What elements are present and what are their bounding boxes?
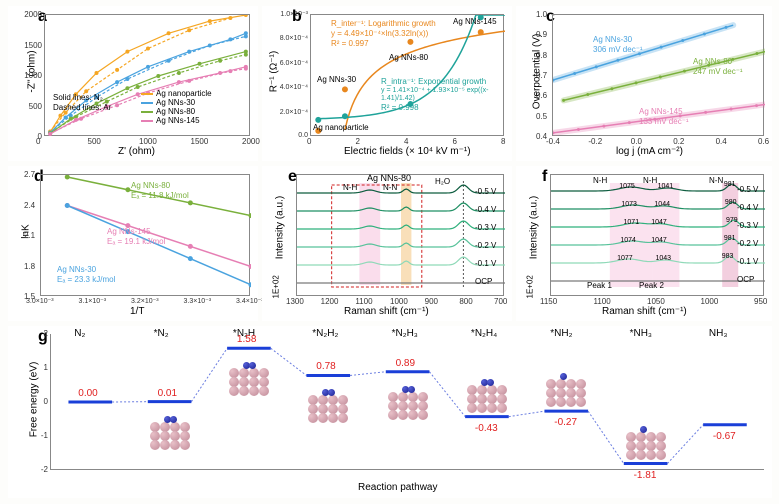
panel-b-pt-145: Ag NNs-145 <box>453 17 497 27</box>
panel-a-plot: Solid lines: N₂ Dashed lines: Ar Ag nano… <box>44 14 250 136</box>
panel-b-orange-eq: y = 4.49×10⁻⁴×ln(3.32ln(x)) <box>331 29 428 39</box>
panel-e-nn: N-N <box>383 183 397 193</box>
panel-b-pt-80: Ag NNs-80 <box>389 53 428 63</box>
panel-d: d Ag NNs-80 Eₐ = 11.8 kJ/mol Ag NNs-145 … <box>8 166 258 321</box>
panel-d-xlabel: 1/T <box>130 306 144 317</box>
panel-e-xlabel: Raman shift (cm⁻¹) <box>344 306 429 317</box>
panel-g: g N₂*N₂*N₂H*N₂H₂*N₂H₃*N₂H₄*NH₂*NH₃NH₃ 0.… <box>8 326 772 498</box>
d-line3-ea: Eₐ = 23.3 kJ/mol <box>57 275 115 285</box>
legend-ag-np: Ag nanoparticle <box>141 89 251 98</box>
panel-f-b1: N-H <box>593 176 607 186</box>
panel-b-xlabel: Electric fields (× 10⁴ kV m⁻¹) <box>344 146 471 157</box>
panel-f-xlabel: Raman shift (cm⁻¹) <box>602 306 687 317</box>
panel-g-plot: N₂*N₂*N₂H*N₂H₂*N₂H₃*N₂H₄*NH₂*NH₃NH₃ 0.00… <box>50 334 764 470</box>
panel-e-ylabel2: 1E+02 <box>272 259 281 299</box>
panel-f-plot: N-H N-H N-N Peak 1 Peak 2 -0.5 V-0.4 V-0… <box>550 174 764 296</box>
d-line1-ea: Eₐ = 11.8 kJ/mol <box>131 191 189 201</box>
panel-f-p1: Peak 1 <box>587 281 612 291</box>
panel-e: e Ag NNs-80 N-H N-N H₂O -0.5 V-0.4 V-0.3… <box>262 166 512 321</box>
panel-f: f N-H N-H N-N Peak 1 Peak 2 -0.5 V-0.4 V… <box>516 166 772 321</box>
panel-f-p2: Peak 2 <box>639 281 664 291</box>
panel-f-b3: N-N <box>709 176 723 186</box>
panel-d-plot: Ag NNs-80 Eₐ = 11.8 kJ/mol Ag NNs-145 Eₐ… <box>40 174 250 296</box>
d-line2-ea: Eₐ = 19.1 kJ/mol <box>107 237 165 247</box>
panel-g-xlabel: Reaction pathway <box>358 482 438 493</box>
panel-e-nh: N-H <box>343 183 357 193</box>
panel-b-teal-r2: R² = 0.998 <box>381 103 419 113</box>
panel-c-plot: Ag NNs-30 306 mV dec⁻¹ Ag NNs-80 247 mV … <box>552 14 764 136</box>
panel-b-pt-np: Ag nanoparticle <box>313 123 369 133</box>
panel-a-xlabel: Z' (ohm) <box>118 146 155 157</box>
panel-b-teal-eq: y = 1.41×10⁻⁴ + 1.93×10⁻⁵ exp((x-1.41)/1… <box>381 87 503 104</box>
c-line1-label: Ag NNs-30 <box>593 35 632 45</box>
panel-b-plot: R_inter⁻¹: Logarithmic growth y = 4.49×1… <box>310 14 504 136</box>
c-line2-label: Ag NNs-80 <box>693 57 732 67</box>
panel-a-note-solid: Solid lines: N₂ <box>53 93 103 103</box>
panel-b-teal-label: R_intra⁻¹: Exponential growth <box>381 77 486 87</box>
panel-f-b2: N-H <box>643 176 657 186</box>
panel-a-note-dashed: Dashed lines: Ar <box>53 103 111 113</box>
panel-e-ylabel: Intensity (a.u.) <box>275 188 286 268</box>
panel-c-xlabel: log j (mA cm⁻²) <box>616 146 683 157</box>
panel-e-plot: Ag NNs-80 N-H N-N H₂O -0.5 V-0.4 V-0.3 V… <box>296 174 504 296</box>
panel-f-label: f <box>542 168 547 186</box>
panel-b-pt-30: Ag NNs-30 <box>317 75 356 85</box>
c-line3-slope: 133 mV dec⁻¹ <box>639 117 689 127</box>
panel-b-orange-label: R_inter⁻¹: Logarithmic growth <box>331 19 436 29</box>
c-line1-slope: 306 mV dec⁻¹ <box>593 45 643 55</box>
d-line1-label: Ag NNs-80 <box>131 181 170 191</box>
panel-b-orange-r2: R² = 0.997 <box>331 39 369 49</box>
legend-ag-145: Ag NNs-145 <box>141 116 251 125</box>
panel-b-ylabel: R⁻¹ (Ω⁻¹) <box>269 42 280 102</box>
panel-f-ylabel: Intensity (a.u.) <box>529 188 540 268</box>
d-line2-label: Ag NNs-145 <box>107 227 151 237</box>
panel-e-h2o: H₂O <box>435 177 450 187</box>
c-line3-label: Ag NNs-145 <box>639 107 683 117</box>
legend-ag-30: Ag NNs-30 <box>141 98 251 107</box>
panel-a: a Solid lines: N₂ Dashed lines: Ar Ag na… <box>8 6 258 161</box>
panel-a-legend: Ag nanoparticle Ag NNs-30 Ag NNs-80 Ag N… <box>141 89 251 125</box>
panel-b: b R_inter⁻¹: Logarithmic growth y = 4.49… <box>262 6 512 161</box>
panel-c: c Ag NNs-30 306 mV dec⁻¹ Ag NNs-80 247 m… <box>516 6 772 161</box>
panel-f-ylabel2: 1E+02 <box>526 259 535 299</box>
d-line3-label: Ag NNs-30 <box>57 265 96 275</box>
legend-ag-80: Ag NNs-80 <box>141 107 251 116</box>
c-line2-slope: 247 mV dec⁻¹ <box>693 67 743 77</box>
